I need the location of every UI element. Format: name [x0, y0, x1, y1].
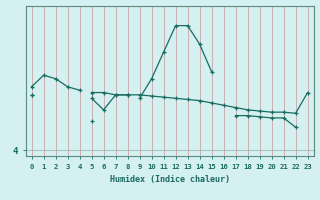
X-axis label: Humidex (Indice chaleur): Humidex (Indice chaleur)	[109, 175, 230, 184]
